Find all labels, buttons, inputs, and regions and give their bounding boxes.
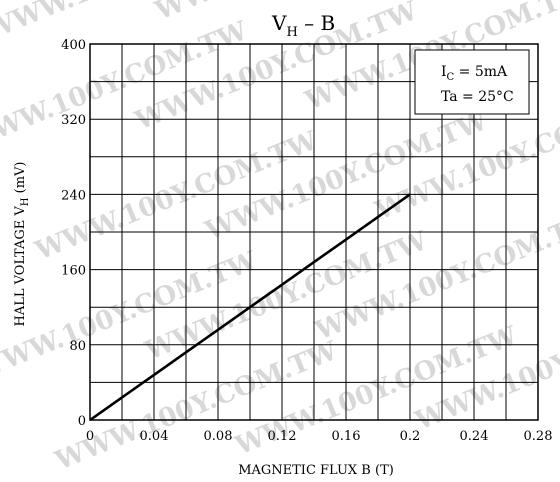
grid: [89, 43, 539, 421]
y-tick-label: 80: [69, 339, 86, 354]
x-tick-label: 0.28: [524, 429, 553, 444]
condition-current: IC = 5mA: [441, 64, 508, 83]
series-layer: [89, 193, 411, 422]
x-tick-label: 0: [86, 429, 94, 444]
chart-title: VH – B: [271, 11, 335, 40]
y-axis-label-sub: H: [20, 197, 31, 206]
y-axis-label-post: (mV): [13, 162, 28, 198]
y-tick-label: 0: [78, 414, 86, 429]
x-tick-label: 0.08: [204, 429, 233, 444]
condition-current-pre: I: [441, 64, 447, 80]
conditions-box: [414, 49, 530, 115]
x-tick-label: 0.2: [400, 429, 421, 444]
chart-title-main: V: [271, 11, 287, 35]
condition-current-post: = 5mA: [454, 64, 508, 80]
y-tick-label: 400: [61, 38, 86, 53]
x-axis-label: MAGNETIC FLUX B (T): [238, 463, 394, 478]
plot-frame: [89, 43, 539, 421]
x-tick-label: 0.04: [140, 429, 169, 444]
x-tick-label: 0.16: [332, 429, 361, 444]
y-axis-label: HALL VOLTAGE VH (mV): [13, 162, 31, 327]
y-tick-label: 320: [61, 113, 86, 128]
tick-labels: 0 0.04 0.08 0.12 0.16 0.2 0.24 0.28 0 80 160 240 320…: [61, 38, 552, 444]
chart-title-rest: – B: [298, 11, 335, 35]
condition-temperature: Ta = 25°C: [441, 89, 514, 105]
x-tick-label: 0.12: [268, 429, 297, 444]
x-tick-label: 0.24: [460, 429, 489, 444]
y-axis-label-pre: HALL VOLTAGE V: [13, 206, 28, 327]
condition-current-sub: C: [447, 72, 455, 83]
y-tick-label: 240: [61, 188, 86, 203]
chart-title-sub: H: [286, 25, 297, 40]
y-tick-label: 160: [61, 264, 86, 279]
